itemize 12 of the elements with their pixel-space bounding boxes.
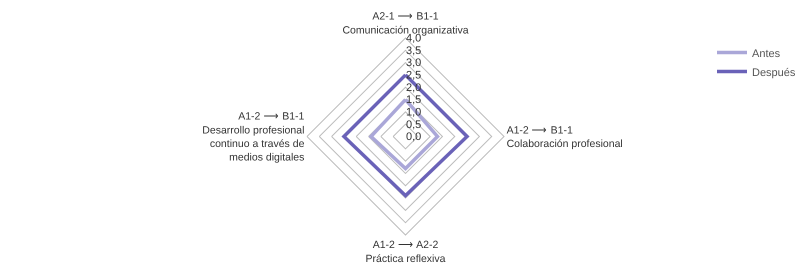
y-tick-label: 0,5: [406, 118, 422, 131]
y-tick-label: 2,5: [406, 70, 422, 82]
legend-label: Después: [752, 66, 796, 79]
spoke-label: A1-2 ⟶ B1-1 Colaboración profesional: [506, 124, 623, 150]
spoke-label: A1-2 ⟶ A2-2 Práctica reflexiva: [366, 239, 446, 265]
y-tick-label: 1,0: [406, 106, 422, 118]
spoke-label: A1-2 ⟶ B1-1 Desarrollo profesional continuo a través de medios digitales: [202, 110, 305, 164]
y-tick-label: 3,5: [406, 44, 422, 57]
legend-label: Antes: [752, 48, 781, 60]
y-tick-label: 0,0: [406, 131, 422, 144]
y-tick-label: 3,0: [406, 57, 422, 70]
y-tick-label: 1,5: [406, 94, 422, 106]
